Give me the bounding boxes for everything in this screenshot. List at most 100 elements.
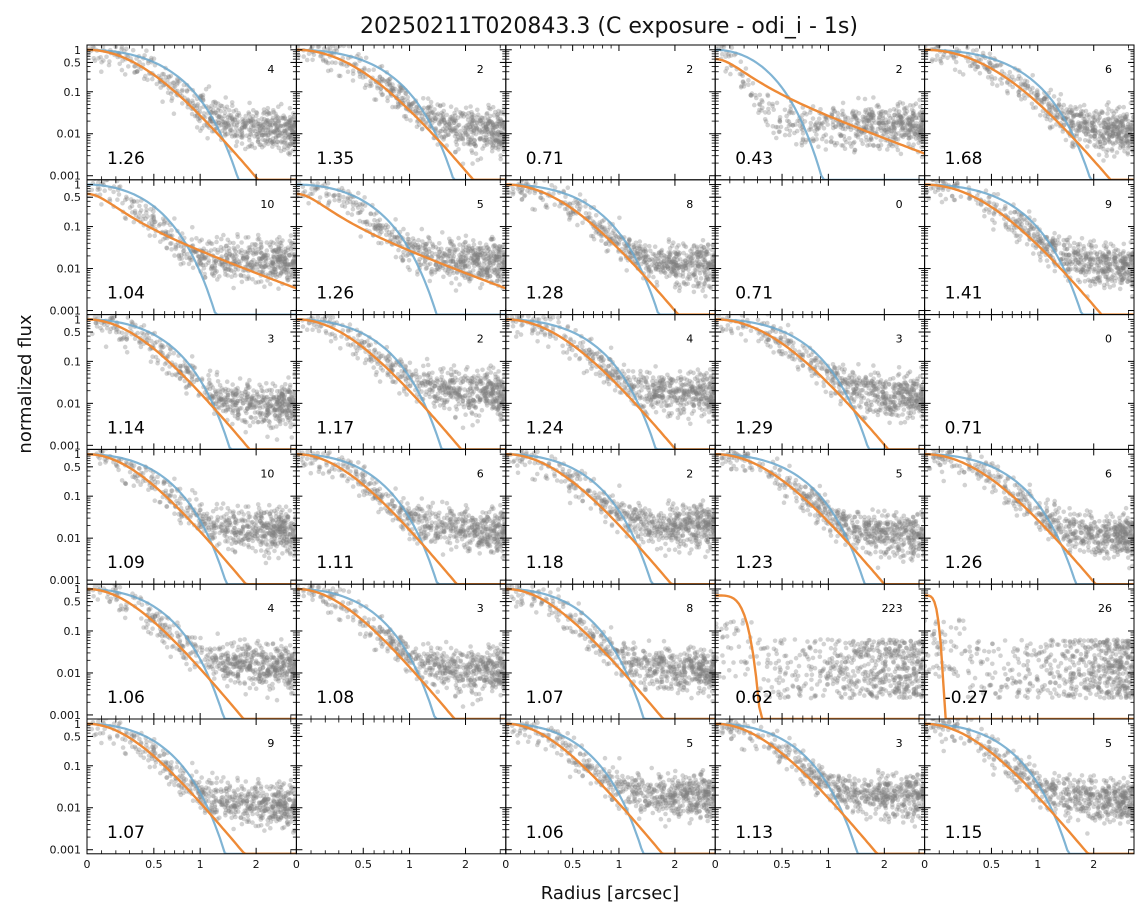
star-pixel-point [218,115,224,120]
star-pixel-point [275,258,281,264]
star-pixel-point [293,243,297,248]
star-pixel-point [320,57,326,62]
star-pixel-point [911,113,917,118]
star-pixel-point [487,139,493,145]
star-pixel-point [458,262,464,267]
star-pixel-point [259,132,265,137]
star-pixel-point [498,156,504,162]
star-pixel-point [483,135,489,140]
star-pixel-point [274,249,280,255]
star-pixel-point [723,69,728,74]
star-pixel-point [825,122,830,127]
star-pixel-point [403,91,408,96]
star-pixel-point [1030,85,1035,91]
star-pixel-point [169,241,174,246]
star-pixel-point [461,141,467,147]
star-pixel-point [1074,133,1079,139]
star-pixel-point [244,276,250,282]
star-pixel-point [909,107,915,113]
star-pixel-point [173,245,178,250]
star-pixel-point [470,114,475,120]
star-pixel-point [671,265,677,271]
star-pixel-point [399,95,405,101]
star-pixel-point [808,127,813,132]
star-pixel-point [990,81,995,87]
star-pixel-point [271,254,277,260]
star-pixel-point [478,246,483,252]
star-pixel-point [151,216,157,221]
star-pixel-point [180,87,185,93]
star-pixel-point [1041,96,1047,102]
star-pixel-point [234,257,240,263]
star-pixel-point [1119,139,1124,144]
star-pixel-point [913,132,918,137]
star-pixel-point [466,134,471,139]
star-pixel-point [473,123,479,129]
star-pixel-point [888,115,893,121]
star-pixel-point [288,270,294,276]
panel-plot-area [296,179,506,315]
star-pixel-point [490,128,496,133]
star-pixel-point [682,243,687,248]
star-pixel-point [492,256,498,262]
star-pixel-point [777,115,783,120]
star-pixel-point [869,115,874,120]
star-pixel-point [417,257,422,262]
star-pixel-point [497,119,502,124]
star-pixel-point [131,199,137,205]
star-pixel-point [446,121,452,126]
star-pixel-point [453,288,459,293]
star-pixel-point [1082,116,1088,122]
star-pixel-point [883,128,888,133]
star-pixel-point [208,241,213,246]
star-pixel-point [278,250,284,256]
star-pixel-point [264,118,269,123]
star-pixel-point [194,125,200,130]
star-pixel-point [876,104,882,110]
star-pixel-point [1047,124,1053,130]
star-pixel-point [283,255,288,261]
star-pixel-point [1122,149,1127,154]
star-pixel-point [1074,106,1079,112]
star-pixel-point [721,45,726,48]
star-pixel-point [475,115,480,120]
star-pixel-point [618,256,624,261]
star-pixel-point [1116,133,1122,139]
star-pixel-point [839,112,845,118]
star-pixel-point [426,246,432,252]
star-pixel-point [491,140,497,145]
star-pixel-point [1083,131,1088,136]
star-pixel-point [645,254,651,259]
star-pixel-point [296,194,299,199]
star-pixel-point [231,245,236,251]
star-pixel-point [214,269,219,274]
star-pixel-point [899,118,904,124]
star-pixel-point [1106,116,1112,122]
star-pixel-point [239,279,245,285]
star-pixel-point [866,119,872,124]
star-pixel-point [248,118,254,124]
star-pixel-point [184,89,190,94]
star-pixel-point [427,249,432,254]
star-pixel-point [379,63,385,69]
star-pixel-point [169,95,175,101]
star-pixel-point [408,102,414,107]
star-pixel-point [908,129,914,134]
star-pixel-point [1131,114,1134,120]
star-pixel-point [810,116,816,121]
star-pixel-point [368,81,373,86]
star-pixel-point [906,120,911,126]
star-pixel-point [269,118,274,124]
star-pixel-point [1114,150,1120,155]
star-pixel-point [862,114,868,120]
star-pixel-point [200,95,206,100]
star-pixel-point [873,120,878,125]
star-pixel-point [275,124,280,129]
star-pixel-point [262,264,267,270]
star-pixel-point [98,55,103,60]
star-pixel-point [471,260,477,266]
star-pixel-point [220,263,225,268]
star-pixel-point [273,247,278,253]
star-pixel-point [472,259,478,265]
star-pixel-point [481,119,487,125]
